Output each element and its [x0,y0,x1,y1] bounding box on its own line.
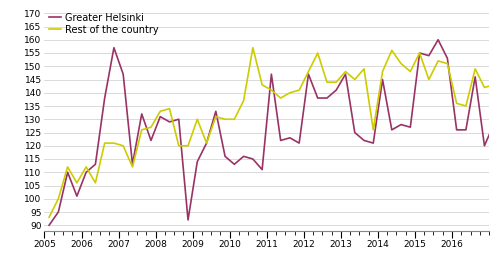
Rest of the country [278,96,284,100]
Line: Greater Helsinki: Greater Helsinki [49,40,494,225]
Greater Helsinki [268,73,274,76]
Rest of the country [491,83,494,86]
Rest of the country [213,115,219,118]
Greater Helsinki [46,224,52,227]
Rest of the country [83,165,89,169]
Greater Helsinki [333,89,339,92]
Greater Helsinki [83,171,89,174]
Greater Helsinki [491,123,494,126]
Legend: Greater Helsinki, Rest of the country: Greater Helsinki, Rest of the country [47,11,161,37]
Rest of the country [250,46,256,49]
Greater Helsinki [352,131,358,134]
Rest of the country [361,67,367,70]
Rest of the country [46,216,52,219]
Line: Rest of the country: Rest of the country [49,48,494,217]
Greater Helsinki [213,110,219,113]
Greater Helsinki [435,38,441,41]
Rest of the country [342,70,348,73]
